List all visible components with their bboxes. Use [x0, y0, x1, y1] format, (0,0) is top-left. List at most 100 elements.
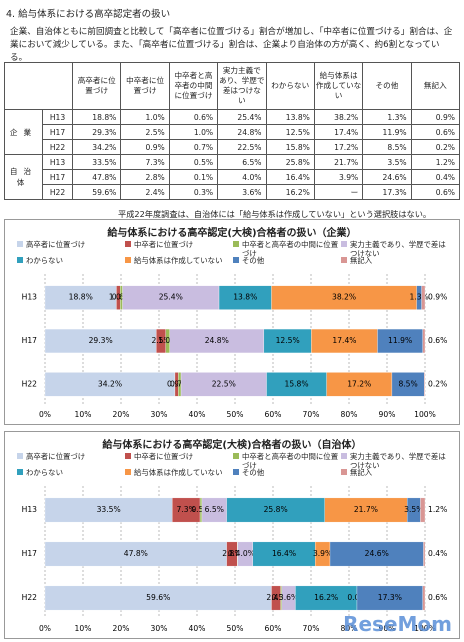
legend-swatch [125, 241, 131, 247]
legend-label: その他 [242, 256, 264, 265]
group-label: 自治体 [5, 155, 43, 200]
table-cell: 2.4% [121, 185, 169, 200]
legend-label: わからない [26, 468, 63, 477]
table-cell: 12.5% [266, 125, 314, 140]
table-cell: 16.4% [266, 170, 314, 185]
year-cell: H17 [43, 170, 73, 185]
table-cell: 33.5% [73, 155, 121, 170]
table-cell: 6.5% [218, 155, 266, 170]
legend-item: その他 [233, 468, 341, 484]
table-cell: 21.7% [314, 155, 362, 170]
legend-item: 実力主義であり、学歴で差はつけない [341, 240, 449, 256]
bar-segment [423, 586, 425, 610]
table-cell: 1.3% [363, 110, 411, 125]
legend-swatch [17, 453, 23, 459]
value-label: 34.2% [98, 379, 122, 388]
value-label: 0.9% [428, 293, 447, 302]
table-cell: 17.4% [314, 125, 362, 140]
x-tick-label: 90% [379, 410, 396, 419]
value-label: 15.8% [284, 379, 308, 388]
table-cell: 18.8% [73, 110, 121, 125]
value-label: 17.4% [332, 336, 356, 345]
value-label: 18.8% [69, 293, 93, 302]
table-cell: 11.9% [363, 125, 411, 140]
value-label: 17.3% [378, 593, 402, 602]
value-label: 3.9% [313, 549, 332, 558]
x-tick-label: 20% [113, 624, 130, 633]
header-cell: その他 [363, 63, 411, 110]
x-tick-label: 70% [303, 624, 320, 633]
x-tick-label: 100% [414, 410, 436, 419]
legend-item: 中卒者と高卒者の中間に位置づけ [233, 240, 341, 256]
paragraph: 企業、自治体ともに前回調査と比較して「高卒者に位置づける」割合が増加し、「中卒者… [10, 26, 456, 65]
x-tick-label: 50% [227, 410, 244, 419]
header-cell: 無記入 [411, 63, 459, 110]
table-cell: 4.0% [218, 170, 266, 185]
table-cell: 0.1% [169, 170, 217, 185]
y-tick-label: H22 [22, 593, 38, 602]
legend-label: 無記入 [350, 256, 372, 265]
heading: 4. 給与体系における高卒認定者の扱い [6, 6, 170, 20]
chart-title: 給与体系における高卒認定(大検)合格者の扱い（自治体） [5, 436, 459, 450]
table-cell: 0.5% [169, 155, 217, 170]
value-label: 17.2% [347, 379, 371, 388]
x-tick-label: 0% [39, 624, 51, 633]
value-label: 24.8% [205, 336, 229, 345]
header-cell: 中卒者と高卒者の中間に位置づけ [169, 63, 217, 110]
table-cell: 47.8% [73, 170, 121, 185]
y-tick-label: H13 [22, 505, 38, 514]
x-tick-label: 0% [39, 410, 51, 419]
bar-segment [420, 498, 425, 522]
legend-item: 給与体系は作成していない [125, 256, 233, 272]
table-cell: 38.2% [314, 110, 362, 125]
table-cell: 0.4% [411, 170, 459, 185]
legend-item: 高卒者に位置づけ [17, 452, 125, 468]
y-tick-label: H13 [22, 293, 38, 302]
legend-label: 中卒者に位置づけ [134, 452, 193, 461]
x-tick-label: 30% [151, 410, 168, 419]
legend-swatch [233, 257, 239, 263]
header-row: 高卒者に位置づけ中卒者に位置づけ中卒者と高卒者の中間に位置づけ実力主義であり、学… [5, 63, 460, 110]
x-tick-label: 80% [341, 410, 358, 419]
legend-swatch [125, 257, 131, 263]
table-cell: 0.3% [169, 185, 217, 200]
legend-swatch [17, 469, 23, 475]
value-label: 25.8% [264, 505, 288, 514]
legend-label: 無記入 [350, 468, 372, 477]
legend-swatch [341, 257, 347, 263]
x-tick-label: 60% [265, 624, 282, 633]
chart: 給与体系における高卒認定(大検)合格者の扱い（自治体） 高卒者に位置づけ中卒者に位… [4, 431, 460, 639]
legend-item: 給与体系は作成していない [125, 468, 233, 484]
table-cell: 0.6% [411, 125, 459, 140]
table-cell: 25.8% [266, 155, 314, 170]
legend-swatch [125, 469, 131, 475]
legend-swatch [233, 453, 239, 459]
table-cell: 25.4% [218, 110, 266, 125]
x-tick-label: 50% [227, 624, 244, 633]
corner [5, 63, 73, 110]
x-tick-label: 10% [75, 410, 92, 419]
table-cell: 15.8% [266, 140, 314, 155]
value-label: 24.6% [365, 549, 389, 558]
table-cell: 59.6% [73, 185, 121, 200]
table-cell: 0.9% [411, 110, 459, 125]
legend-swatch [341, 453, 347, 459]
x-tick-label: 10% [75, 624, 92, 633]
value-label: 33.5% [97, 505, 121, 514]
table-cell: 17.2% [314, 140, 362, 155]
table-cell: 3.9% [314, 170, 362, 185]
table-cell: 3.5% [363, 155, 411, 170]
data-table: 高卒者に位置づけ中卒者に位置づけ中卒者と高卒者の中間に位置づけ実力主義であり、学… [4, 62, 460, 200]
year-cell: H22 [43, 185, 73, 200]
legend-label: わからない [26, 256, 63, 265]
legend-item: 中卒者に位置づけ [125, 452, 233, 468]
x-tick-label: 60% [265, 410, 282, 419]
x-tick-label: 40% [189, 410, 206, 419]
table-cell: 24.8% [218, 125, 266, 140]
legend-swatch [125, 453, 131, 459]
table-cell: 8.5% [363, 140, 411, 155]
